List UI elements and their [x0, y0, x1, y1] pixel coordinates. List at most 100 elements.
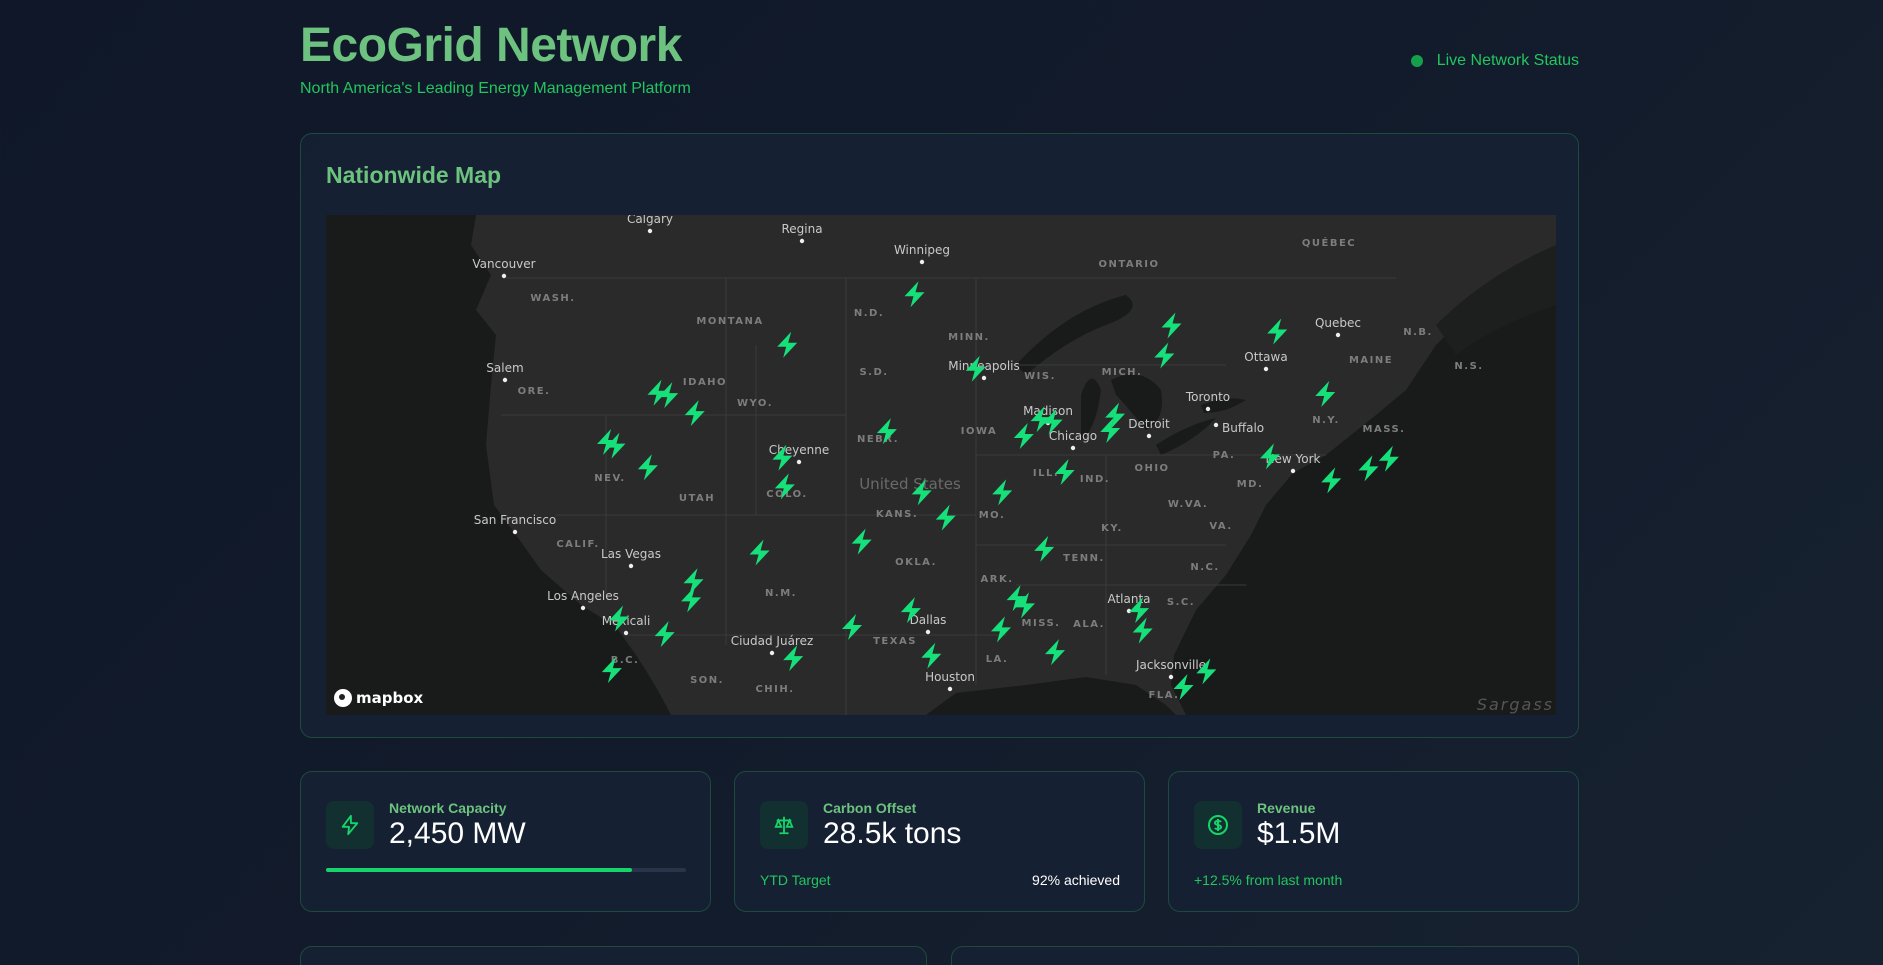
lightning-bolt-marker-icon[interactable] — [965, 355, 986, 382]
region-label: WYO. — [737, 398, 773, 409]
city-label: Winnipeg — [894, 243, 950, 257]
lightning-bolt-marker-icon[interactable] — [783, 645, 804, 672]
mapbox-label: mapbox — [356, 689, 424, 707]
lightning-bolt-marker-icon[interactable] — [1045, 639, 1066, 666]
lightning-bolt-marker-icon[interactable] — [683, 568, 704, 595]
mapbox-attribution[interactable]: mapbox — [334, 689, 423, 707]
lake-michigan — [1081, 378, 1101, 440]
region-label: UTAH — [679, 493, 715, 504]
region-label: PA. — [1213, 450, 1236, 461]
city-label: Calgary — [627, 215, 673, 226]
lightning-bolt-marker-icon[interactable] — [1042, 408, 1063, 435]
bottom-card-left — [300, 946, 927, 965]
lightning-bolt-marker-icon[interactable] — [900, 597, 921, 624]
region-label: WASH. — [530, 293, 575, 304]
lightning-bolt-marker-icon[interactable] — [774, 473, 795, 500]
lightning-bolt-marker-icon[interactable] — [911, 479, 932, 506]
lightning-bolt-marker-icon[interactable] — [1030, 406, 1051, 433]
lightning-bolt-marker-icon[interactable] — [935, 504, 956, 531]
lightning-bolt-marker-icon[interactable] — [1196, 658, 1217, 685]
city-label: Los Angeles — [547, 589, 619, 603]
map-canvas[interactable]: WASH. MONTANA N.D. ORE. IDAHO WYO. S.D. NEBR. NE… — [326, 215, 1556, 715]
region-label: ALA. — [1073, 619, 1105, 630]
lightning-bolt-marker-icon[interactable] — [597, 428, 618, 455]
lightning-bolt-marker-icon[interactable] — [777, 331, 798, 358]
lightning-bolt-marker-icon[interactable] — [1034, 535, 1055, 562]
lightning-bolt-marker-icon[interactable] — [1161, 312, 1182, 339]
region-label: N.D. — [854, 308, 884, 319]
lightning-bolt-marker-icon[interactable] — [1173, 673, 1194, 700]
live-status: Live Network Status — [1410, 52, 1579, 70]
lightning-bolt-marker-icon[interactable] — [654, 621, 675, 648]
stat-label: Revenue — [1257, 800, 1316, 816]
city-dot-icon — [1070, 445, 1076, 451]
map-panel: Nationwide Map WASH. MONTANA N.D. ORE. IDAHO… — [300, 133, 1579, 738]
region-label: NEBR. — [857, 434, 899, 445]
lightning-bolt-marker-icon[interactable] — [876, 418, 897, 445]
lightning-bolt-marker-icon[interactable] — [1129, 597, 1150, 624]
region-label: OHIO — [1134, 463, 1169, 474]
lightning-bolt-marker-icon[interactable] — [1358, 455, 1379, 482]
region-label: B.C. — [611, 655, 640, 666]
region-label: FLA. — [1149, 690, 1180, 701]
region-label: N.B. — [1403, 327, 1433, 338]
city-label: Ottawa — [1244, 350, 1287, 364]
lightning-bolt-marker-icon[interactable] — [658, 382, 679, 409]
city-dot-icon — [1213, 422, 1219, 428]
city-dot-icon — [580, 605, 586, 611]
gulf-of-st-lawrence — [1436, 245, 1556, 355]
region-label: LA. — [986, 654, 1009, 665]
city-label: Houston — [925, 670, 975, 684]
lightning-bolt-marker-icon[interactable] — [1259, 443, 1280, 470]
revenue-change-label: +12.5% from last month — [1194, 872, 1343, 888]
stat-value: 28.5k tons — [823, 817, 962, 850]
lightning-bolt-marker-icon[interactable] — [1315, 380, 1336, 407]
lightning-bolt-marker-icon[interactable] — [851, 528, 872, 555]
lake-ontario — [1201, 398, 1246, 413]
city-label: Regina — [781, 222, 822, 236]
lightning-bolt-marker-icon[interactable] — [684, 400, 705, 427]
lightning-bolt-marker-icon[interactable] — [681, 586, 702, 613]
lightning-bolt-marker-icon[interactable] — [1321, 467, 1342, 494]
city-label: Buffalo — [1222, 421, 1264, 435]
lightning-bolt-marker-icon[interactable] — [921, 642, 942, 669]
city-label: Toronto — [1185, 390, 1230, 404]
lightning-bolt-marker-icon[interactable] — [990, 616, 1011, 643]
city-dot-icon — [1290, 468, 1296, 474]
region-label: MONTANA — [696, 316, 763, 327]
lightning-bolt-marker-icon[interactable] — [1013, 422, 1034, 449]
lightning-bolt-marker-icon[interactable] — [637, 454, 658, 481]
lightning-bolt-marker-icon[interactable] — [1014, 592, 1035, 619]
region-label: MICH. — [1102, 367, 1143, 378]
city-label: Ciudad Juárez — [731, 634, 814, 648]
region-label: KY. — [1101, 523, 1123, 534]
borders — [501, 277, 1396, 715]
city-dot-icon — [647, 228, 653, 234]
lightning-bolt-marker-icon[interactable] — [1132, 617, 1153, 644]
lightning-bolt-marker-icon[interactable] — [1378, 445, 1399, 472]
lightning-bolt-marker-icon[interactable] — [1054, 459, 1075, 486]
lightning-bolt-marker-icon[interactable] — [842, 613, 863, 640]
lightning-bolt-marker-icon[interactable] — [647, 379, 668, 406]
lightning-bolt-marker-icon[interactable] — [1267, 318, 1288, 345]
city-dot-icon — [947, 686, 953, 692]
lightning-bolt-marker-icon[interactable] — [749, 539, 770, 566]
lightning-bolt-marker-icon[interactable] — [609, 605, 630, 632]
city-dot-icon — [502, 377, 508, 383]
lightning-bolt-marker-icon[interactable] — [992, 479, 1013, 506]
lightning-bolt-marker-icon[interactable] — [1154, 342, 1175, 369]
lightning-bolt-marker-icon[interactable] — [1006, 585, 1027, 612]
lightning-bolt-marker-icon[interactable] — [605, 432, 626, 459]
lightning-bolt-marker-icon[interactable] — [1100, 416, 1121, 443]
city-dot-icon — [1205, 406, 1211, 412]
region-label: MAINE — [1349, 355, 1393, 366]
region-label: IND. — [1080, 474, 1110, 485]
region-label: S.C. — [1167, 597, 1195, 608]
region-label: N.C. — [1190, 562, 1219, 573]
city-label: Minneapolis — [948, 359, 1020, 373]
lightning-bolt-marker-icon[interactable] — [601, 657, 622, 684]
lightning-bolt-marker-icon[interactable] — [1105, 402, 1126, 429]
lightning-bolt-marker-icon[interactable] — [904, 281, 925, 308]
region-label: MD. — [1237, 479, 1264, 490]
lightning-bolt-marker-icon[interactable] — [772, 444, 793, 471]
